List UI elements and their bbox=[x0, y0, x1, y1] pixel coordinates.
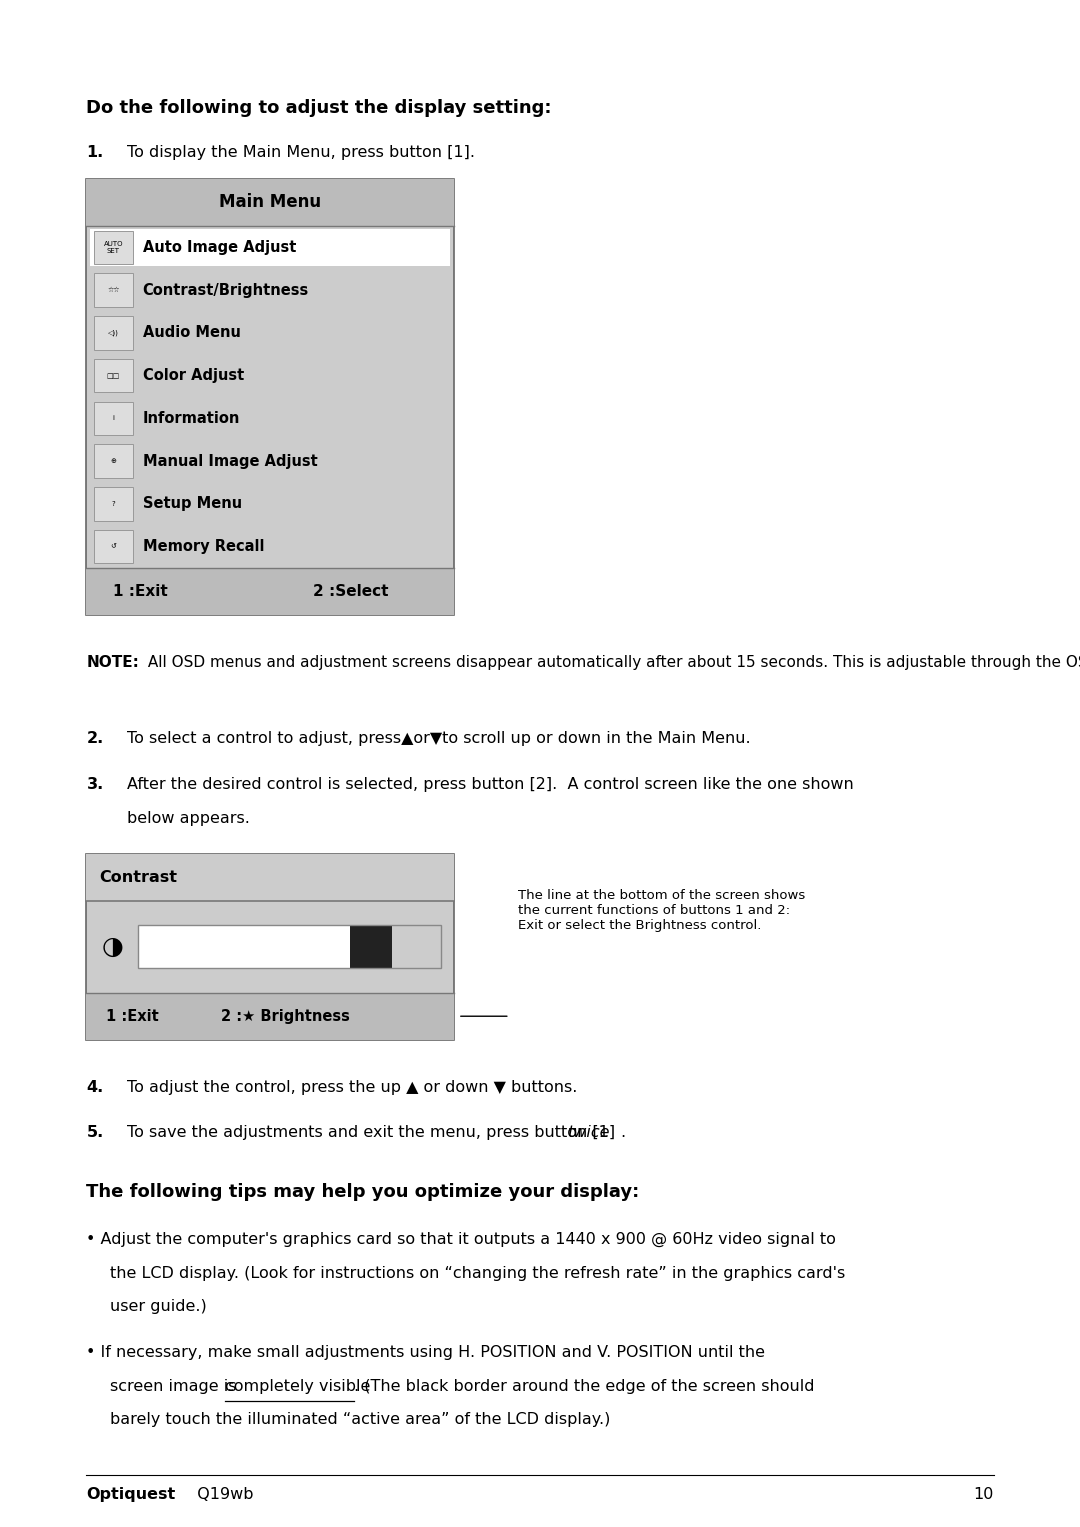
Text: Q19wb: Q19wb bbox=[187, 1487, 254, 1503]
Text: user guide.): user guide.) bbox=[110, 1299, 207, 1315]
FancyBboxPatch shape bbox=[94, 316, 133, 350]
Text: Color Adjust: Color Adjust bbox=[143, 368, 244, 383]
Text: Setup Menu: Setup Menu bbox=[143, 496, 242, 512]
Text: Manual Image Adjust: Manual Image Adjust bbox=[143, 454, 318, 469]
Text: Information: Information bbox=[143, 411, 240, 426]
FancyBboxPatch shape bbox=[94, 273, 133, 307]
Text: All OSD menus and adjustment screens disappear automatically after about 15 seco: All OSD menus and adjustment screens dis… bbox=[143, 655, 1080, 670]
Text: the LCD display. (Look for instructions on “changing the refresh rate” in the gr: the LCD display. (Look for instructions … bbox=[110, 1266, 846, 1281]
Text: • If necessary, make small adjustments using H. POSITION and V. POSITION until t: • If necessary, make small adjustments u… bbox=[86, 1345, 766, 1361]
Text: ?: ? bbox=[111, 501, 116, 507]
Text: AUTO
SET: AUTO SET bbox=[104, 241, 123, 253]
Text: ↺: ↺ bbox=[110, 544, 117, 550]
Text: .: . bbox=[620, 1125, 625, 1141]
FancyBboxPatch shape bbox=[94, 402, 133, 435]
Text: Auto Image Adjust: Auto Image Adjust bbox=[143, 240, 296, 255]
Text: below appears.: below appears. bbox=[127, 811, 251, 826]
FancyBboxPatch shape bbox=[90, 229, 450, 266]
FancyBboxPatch shape bbox=[94, 487, 133, 521]
Text: Memory Recall: Memory Recall bbox=[143, 539, 265, 554]
FancyBboxPatch shape bbox=[350, 925, 392, 968]
Text: Contrast/Brightness: Contrast/Brightness bbox=[143, 282, 309, 298]
FancyBboxPatch shape bbox=[86, 568, 454, 615]
FancyBboxPatch shape bbox=[94, 359, 133, 392]
Text: . (The black border around the edge of the screen should: . (The black border around the edge of t… bbox=[354, 1379, 814, 1394]
Text: To select a control to adjust, press▲or▼to scroll up or down in the Main Menu.: To select a control to adjust, press▲or▼… bbox=[127, 731, 751, 747]
Text: i: i bbox=[112, 415, 114, 421]
Text: twice: twice bbox=[568, 1125, 610, 1141]
Text: barely touch the illuminated “active area” of the LCD display.): barely touch the illuminated “active are… bbox=[110, 1412, 610, 1428]
Text: To save the adjustments and exit the menu, press button [1]: To save the adjustments and exit the men… bbox=[127, 1125, 621, 1141]
Text: After the desired control is selected, press button [2].  A control screen like : After the desired control is selected, p… bbox=[127, 777, 854, 793]
Text: completely visible: completely visible bbox=[225, 1379, 370, 1394]
Text: ◁)): ◁)) bbox=[108, 330, 119, 336]
FancyBboxPatch shape bbox=[86, 993, 454, 1040]
Text: Audio Menu: Audio Menu bbox=[143, 325, 241, 341]
Text: The line at the bottom of the screen shows
the current functions of buttons 1 an: The line at the bottom of the screen sho… bbox=[518, 890, 806, 933]
Text: ◑: ◑ bbox=[102, 935, 123, 959]
Text: To adjust the control, press the up ▲ or down ▼ buttons.: To adjust the control, press the up ▲ or… bbox=[127, 1080, 578, 1095]
Text: 1 :Exit: 1 :Exit bbox=[113, 585, 168, 599]
FancyBboxPatch shape bbox=[392, 925, 441, 968]
Text: □□: □□ bbox=[107, 373, 120, 379]
FancyBboxPatch shape bbox=[94, 231, 133, 264]
Text: NOTE:: NOTE: bbox=[86, 655, 139, 670]
Text: 2 :Select: 2 :Select bbox=[313, 585, 389, 599]
FancyBboxPatch shape bbox=[94, 444, 133, 478]
Text: The following tips may help you optimize your display:: The following tips may help you optimize… bbox=[86, 1183, 639, 1202]
Text: 4.: 4. bbox=[86, 1080, 104, 1095]
Text: ☆☆: ☆☆ bbox=[107, 287, 120, 293]
FancyBboxPatch shape bbox=[86, 854, 454, 1040]
Text: ⊕: ⊕ bbox=[110, 458, 117, 464]
FancyBboxPatch shape bbox=[138, 925, 350, 968]
FancyBboxPatch shape bbox=[86, 179, 454, 615]
FancyBboxPatch shape bbox=[86, 179, 454, 226]
Text: 1.: 1. bbox=[86, 145, 104, 160]
Text: 2 :★ Brightness: 2 :★ Brightness bbox=[221, 1009, 350, 1023]
Text: • Adjust the computer's graphics card so that it outputs a 1440 x 900 @ 60Hz vid: • Adjust the computer's graphics card so… bbox=[86, 1232, 836, 1248]
Text: screen image is: screen image is bbox=[110, 1379, 242, 1394]
FancyBboxPatch shape bbox=[86, 854, 454, 901]
Text: 1 :Exit: 1 :Exit bbox=[106, 1009, 159, 1023]
Text: 2.: 2. bbox=[86, 731, 104, 747]
Text: Optiquest: Optiquest bbox=[86, 1487, 176, 1503]
FancyBboxPatch shape bbox=[94, 530, 133, 563]
Text: Contrast: Contrast bbox=[99, 870, 177, 884]
Text: 3.: 3. bbox=[86, 777, 104, 793]
Text: To display the Main Menu, press button [1].: To display the Main Menu, press button [… bbox=[127, 145, 475, 160]
Text: Do the following to adjust the display setting:: Do the following to adjust the display s… bbox=[86, 99, 552, 118]
Text: 10: 10 bbox=[973, 1487, 994, 1503]
Text: 5.: 5. bbox=[86, 1125, 104, 1141]
Text: Main Menu: Main Menu bbox=[219, 194, 321, 211]
